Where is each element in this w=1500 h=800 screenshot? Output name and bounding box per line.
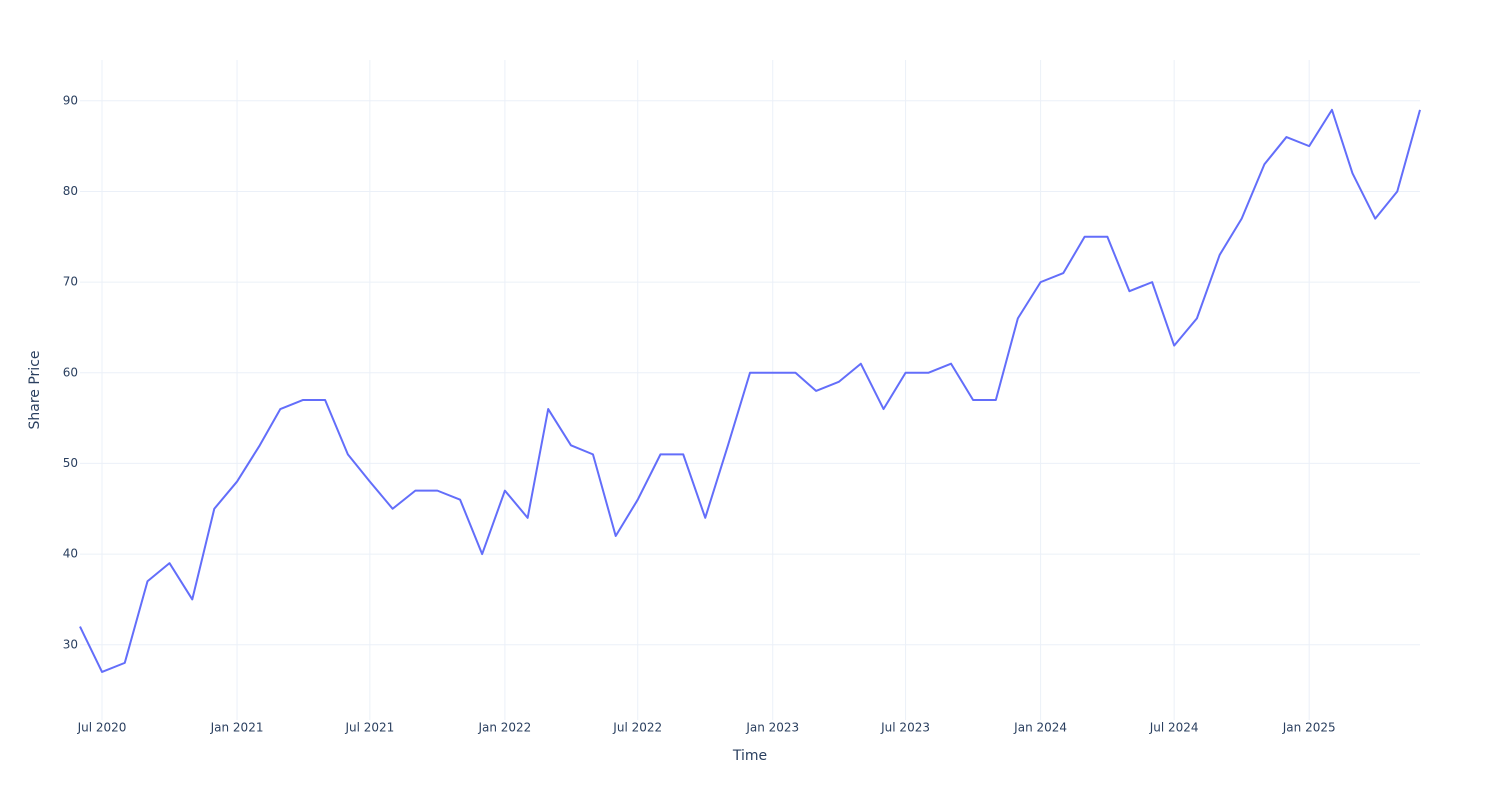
y-tick-label: 80	[63, 184, 78, 198]
x-tick-label: Jan 2023	[745, 721, 799, 735]
y-tick-label: 70	[63, 275, 78, 289]
x-tick-label: Jul 2024	[1149, 721, 1199, 735]
x-tick-label: Jul 2022	[612, 721, 662, 735]
y-tick-label: 50	[63, 456, 78, 470]
x-tick-label: Jan 2021	[210, 721, 264, 735]
x-tick-label: Jul 2021	[344, 721, 394, 735]
x-axis-title: Time	[732, 748, 767, 764]
y-tick-label: 30	[63, 637, 78, 651]
y-tick-label: 60	[63, 365, 78, 379]
y-tick-label: 90	[63, 93, 78, 107]
x-tick-label: Jul 2023	[880, 721, 930, 735]
x-tick-label: Jul 2020	[77, 721, 127, 735]
price-line	[79, 108, 1421, 673]
y-tick-label: 40	[63, 547, 78, 561]
grid	[80, 60, 1420, 720]
x-tick-label: Jan 2025	[1282, 721, 1336, 735]
x-tick-label: Jan 2024	[1013, 721, 1067, 735]
x-tick-label: Jan 2022	[477, 721, 531, 735]
y-axis-title: Share Price	[27, 350, 43, 429]
